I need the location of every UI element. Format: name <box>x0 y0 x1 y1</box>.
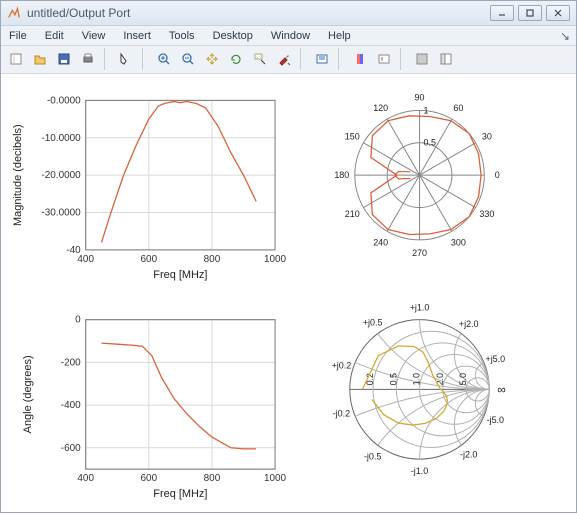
menu-file[interactable]: File <box>7 28 29 44</box>
svg-text:270: 270 <box>412 247 427 257</box>
svg-text:2.0: 2.0 <box>435 372 445 384</box>
svg-text:210: 210 <box>345 209 360 219</box>
zoom-in-button[interactable] <box>153 48 175 70</box>
rotate-button[interactable] <box>225 48 247 70</box>
svg-text:0: 0 <box>75 314 81 325</box>
svg-text:800: 800 <box>204 253 221 264</box>
magnitude-chart: 4006008001000-40-30.0000-20.0000-10.0000… <box>12 95 287 280</box>
svg-text:1.0: 1.0 <box>412 372 422 384</box>
new-figure-button[interactable] <box>5 48 27 70</box>
svg-text:120: 120 <box>373 102 388 112</box>
titlebar: untitled/Output Port <box>1 1 576 26</box>
angle-chart: 400 600 800 1000 -600 -400 -200 0 Freq [MHz] Angl… <box>22 314 287 499</box>
svg-text:600: 600 <box>141 253 158 264</box>
svg-text:Angle (degrees): Angle (degrees) <box>22 355 34 433</box>
svg-text:1: 1 <box>424 105 429 115</box>
svg-text:-30.0000: -30.0000 <box>41 207 81 218</box>
polar-chart: 0 30 60 90 120 150 180 210 240 270 300 330 0.5 1 <box>334 92 499 257</box>
svg-text:+j1.0: +j1.0 <box>410 302 430 312</box>
toolbar <box>1 46 576 73</box>
svg-text:-20.0000: -20.0000 <box>41 170 81 181</box>
link-button[interactable] <box>311 48 333 70</box>
svg-text:Freq [MHz]: Freq [MHz] <box>153 488 207 500</box>
svg-text:+j0.5: +j0.5 <box>363 317 383 327</box>
menu-window[interactable]: Window <box>269 28 312 44</box>
menu-edit[interactable]: Edit <box>43 28 66 44</box>
figure-area: 4006008001000-40-30.0000-20.0000-10.0000… <box>1 74 576 512</box>
open-button[interactable] <box>29 48 51 70</box>
svg-text:300: 300 <box>451 237 466 247</box>
show-tools-button[interactable] <box>435 48 457 70</box>
brush-button[interactable] <box>273 48 295 70</box>
menu-tools[interactable]: Tools <box>167 28 197 44</box>
svg-text:400: 400 <box>77 473 94 484</box>
svg-text:∞: ∞ <box>497 382 506 396</box>
zoom-out-button[interactable] <box>177 48 199 70</box>
svg-text:1000: 1000 <box>264 253 287 264</box>
svg-text:330: 330 <box>479 209 494 219</box>
window-title: untitled/Output Port <box>27 6 490 20</box>
menubar: File Edit View Insert Tools Desktop Wind… <box>1 26 576 46</box>
dock-icon[interactable]: ↘ <box>560 29 570 43</box>
svg-text:150: 150 <box>345 131 360 141</box>
svg-text:5.0: 5.0 <box>458 372 468 384</box>
svg-text:+j5.0: +j5.0 <box>485 353 505 363</box>
svg-text:90: 90 <box>415 92 425 102</box>
svg-text:+j2.0: +j2.0 <box>459 319 479 329</box>
matlab-icon <box>7 6 21 20</box>
svg-text:-j0.2: -j0.2 <box>333 408 350 418</box>
hide-tools-button[interactable] <box>411 48 433 70</box>
edit-plot-button[interactable] <box>115 48 137 70</box>
menu-view[interactable]: View <box>80 28 108 44</box>
svg-text:0: 0 <box>495 170 500 180</box>
svg-text:Magnitude (decibels): Magnitude (decibels) <box>12 124 24 226</box>
svg-text:-0.0000: -0.0000 <box>47 95 81 106</box>
maximize-button[interactable] <box>518 5 542 21</box>
svg-text:240: 240 <box>373 237 388 247</box>
svg-text:60: 60 <box>453 102 463 112</box>
svg-text:180: 180 <box>334 170 349 180</box>
menu-help[interactable]: Help <box>326 28 353 44</box>
pan-button[interactable] <box>201 48 223 70</box>
save-button[interactable] <box>53 48 75 70</box>
svg-text:Freq [MHz]: Freq [MHz] <box>153 268 207 280</box>
svg-text:-10.0000: -10.0000 <box>41 132 81 143</box>
svg-text:-j5.0: -j5.0 <box>487 415 504 425</box>
svg-text:0.5: 0.5 <box>388 372 398 384</box>
colorbar-button[interactable] <box>349 48 371 70</box>
svg-text:-200: -200 <box>61 357 81 368</box>
svg-text:-j2.0: -j2.0 <box>460 449 477 459</box>
svg-text:-600: -600 <box>61 442 81 453</box>
legend-button[interactable] <box>373 48 395 70</box>
svg-text:-j0.5: -j0.5 <box>364 451 381 461</box>
svg-text:30: 30 <box>482 131 492 141</box>
figure-window: untitled/Output Port File Edit View Inse… <box>0 0 577 513</box>
menu-desktop[interactable]: Desktop <box>211 28 255 44</box>
svg-text:-400: -400 <box>61 400 81 411</box>
minimize-button[interactable] <box>490 5 514 21</box>
svg-text:0.5: 0.5 <box>424 137 436 147</box>
datacursor-button[interactable] <box>249 48 271 70</box>
svg-text:600: 600 <box>141 473 158 484</box>
svg-text:-j1.0: -j1.0 <box>411 466 428 476</box>
svg-text:1000: 1000 <box>264 473 287 484</box>
menu-insert[interactable]: Insert <box>121 28 153 44</box>
svg-text:-40: -40 <box>66 244 81 255</box>
print-button[interactable] <box>77 48 99 70</box>
close-button[interactable] <box>546 5 570 21</box>
svg-text:800: 800 <box>204 473 221 484</box>
svg-text:+j0.2: +j0.2 <box>332 360 352 370</box>
